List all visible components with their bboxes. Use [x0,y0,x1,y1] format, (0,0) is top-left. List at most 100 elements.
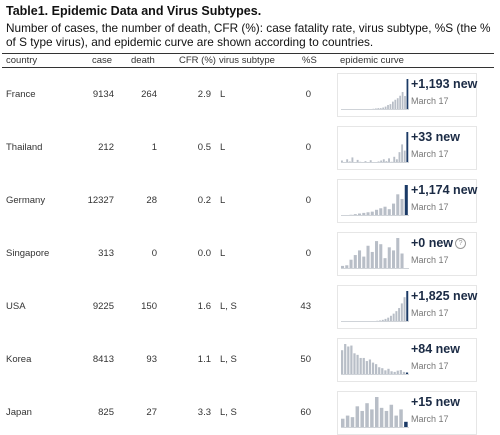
epidemic-curve-chart [341,184,409,216]
cell-s-pct: 0 [285,142,311,153]
cell-subtype: L [220,195,276,206]
new-cases-text: +1,825 new [411,289,477,303]
curve-date: March 17 [411,202,449,212]
curve-bar [405,185,408,216]
col-header-case: case [92,55,112,66]
curve-bar [354,255,357,269]
curve-bar [392,102,394,110]
cell-case: 8413 [70,354,114,365]
curve-bar [360,411,364,428]
cell-cfr: 0.2 [165,195,211,206]
cell-case: 12327 [70,195,114,206]
curve-bar [401,254,404,270]
cell-country: Japan [6,407,76,418]
curve-bar [394,100,396,110]
cell-death: 28 [115,195,157,206]
cell-s-pct: 60 [285,407,311,418]
epidemic-curve-chart [341,131,409,163]
curve-bar [402,92,404,110]
col-header-country: country [6,55,37,66]
curve-bar [356,406,360,428]
curve-bar [341,419,345,428]
curve-bar [365,403,369,428]
curve-bar [399,96,401,110]
curve-bar [392,250,395,269]
curve-bar [401,303,403,322]
cell-death: 264 [115,89,157,100]
cell-case: 825 [70,407,114,418]
new-cases-label: +1,825 new [411,289,477,303]
cell-cfr: 0.0 [165,248,211,259]
cell-case: 9134 [70,89,114,100]
curve-bar [388,209,391,216]
epidemic-curve-chart [341,343,409,375]
curve-date: March 17 [411,149,449,159]
curve-bar [375,364,377,375]
curve-bar [362,257,365,269]
cell-country: USA [6,301,76,312]
curve-bar [353,353,355,375]
new-cases-text: +1,193 new [411,77,477,91]
col-header-death: death [131,55,155,66]
new-cases-label: +15 new [411,395,460,409]
header-bottom-rule [2,67,494,68]
curve-bar [379,244,382,269]
epidemic-curve-chart [341,78,409,110]
new-cases-text: +84 new [411,342,460,356]
cell-subtype: L, S [220,407,276,418]
new-cases-text: +33 new [411,130,460,144]
curve-date: March 17 [411,255,449,265]
new-cases-text: +0 new [411,236,453,250]
cell-death: 150 [115,301,157,312]
curve-bar [347,346,349,375]
cell-s-pct: 43 [285,301,311,312]
curve-bar [398,308,400,322]
cell-cfr: 2.9 [165,89,211,100]
table-caption: Number of cases, the number of death, CF… [6,21,496,49]
curve-bar [385,411,389,428]
cell-case: 9225 [70,301,114,312]
curve-bar [392,204,395,216]
curve-bar [399,409,403,428]
curve-bar [384,207,387,216]
curve-bar [404,297,406,322]
cell-country: Thailand [6,142,76,153]
epidemic-curve-card[interactable]: +33 new March 17 [337,126,477,170]
cell-subtype: L [220,248,276,259]
cell-s-pct: 50 [285,354,311,365]
new-cases-label: +0 new? [411,236,466,250]
curve-bar [384,258,387,269]
cell-cfr: 0.5 [165,142,211,153]
cell-cfr: 1.6 [165,301,211,312]
curve-bar [371,252,374,269]
help-icon[interactable]: ? [455,238,466,249]
curve-bar [378,367,380,375]
cell-cfr: 3.3 [165,407,211,418]
col-header-subtype: virus subtype [219,55,275,66]
epidemic-curve-chart [341,290,409,322]
curve-bar [388,247,391,269]
new-cases-text: +1,174 new [411,183,477,197]
curve-bar [356,355,358,375]
col-header-cfr: CFR (%) [179,55,216,66]
curve-bar [396,238,399,269]
curve-bar [370,409,374,428]
curve-bar [366,361,368,375]
epidemic-curve-card[interactable]: +0 new? March 17 [337,232,477,276]
epidemic-curve-card[interactable]: +1,174 new March 17 [337,179,477,223]
curve-bar [406,132,408,163]
cell-subtype: L [220,89,276,100]
curve-bar [360,358,362,375]
curve-bar [406,291,408,322]
cell-death: 93 [115,354,157,365]
curve-bar [395,311,397,322]
cell-subtype: L, S [220,354,276,365]
cell-country: Germany [6,195,76,206]
curve-bar [375,397,379,428]
curve-bar [358,250,361,269]
cell-country: France [6,89,76,100]
